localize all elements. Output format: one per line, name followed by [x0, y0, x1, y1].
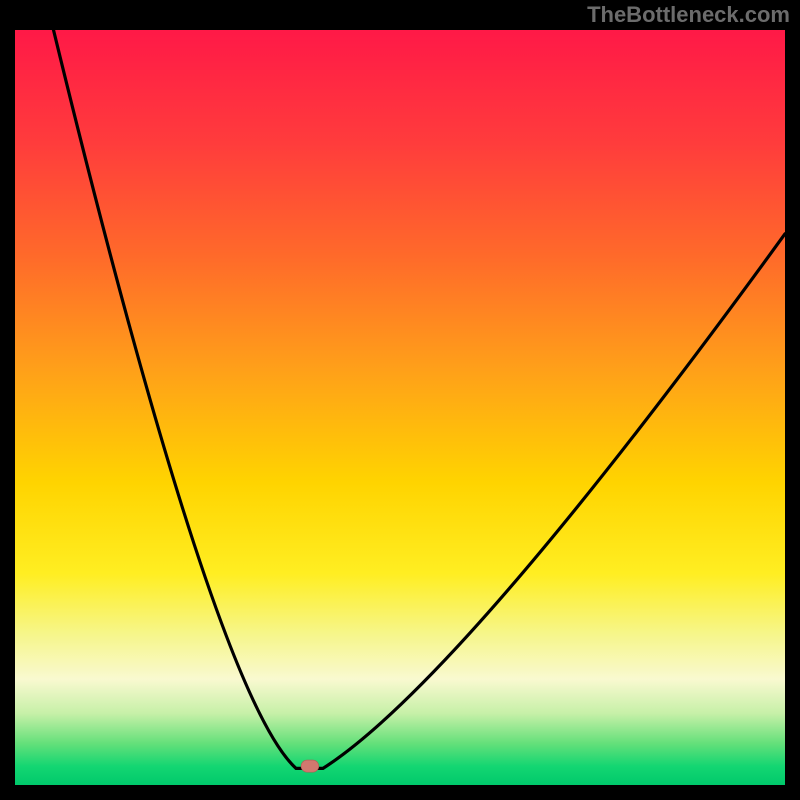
- plot-area: [15, 30, 785, 785]
- optimum-marker: [301, 760, 319, 772]
- bottleneck-chart: [0, 0, 800, 800]
- chart-stage: TheBottleneck.com: [0, 0, 800, 800]
- watermark-text: TheBottleneck.com: [587, 2, 790, 28]
